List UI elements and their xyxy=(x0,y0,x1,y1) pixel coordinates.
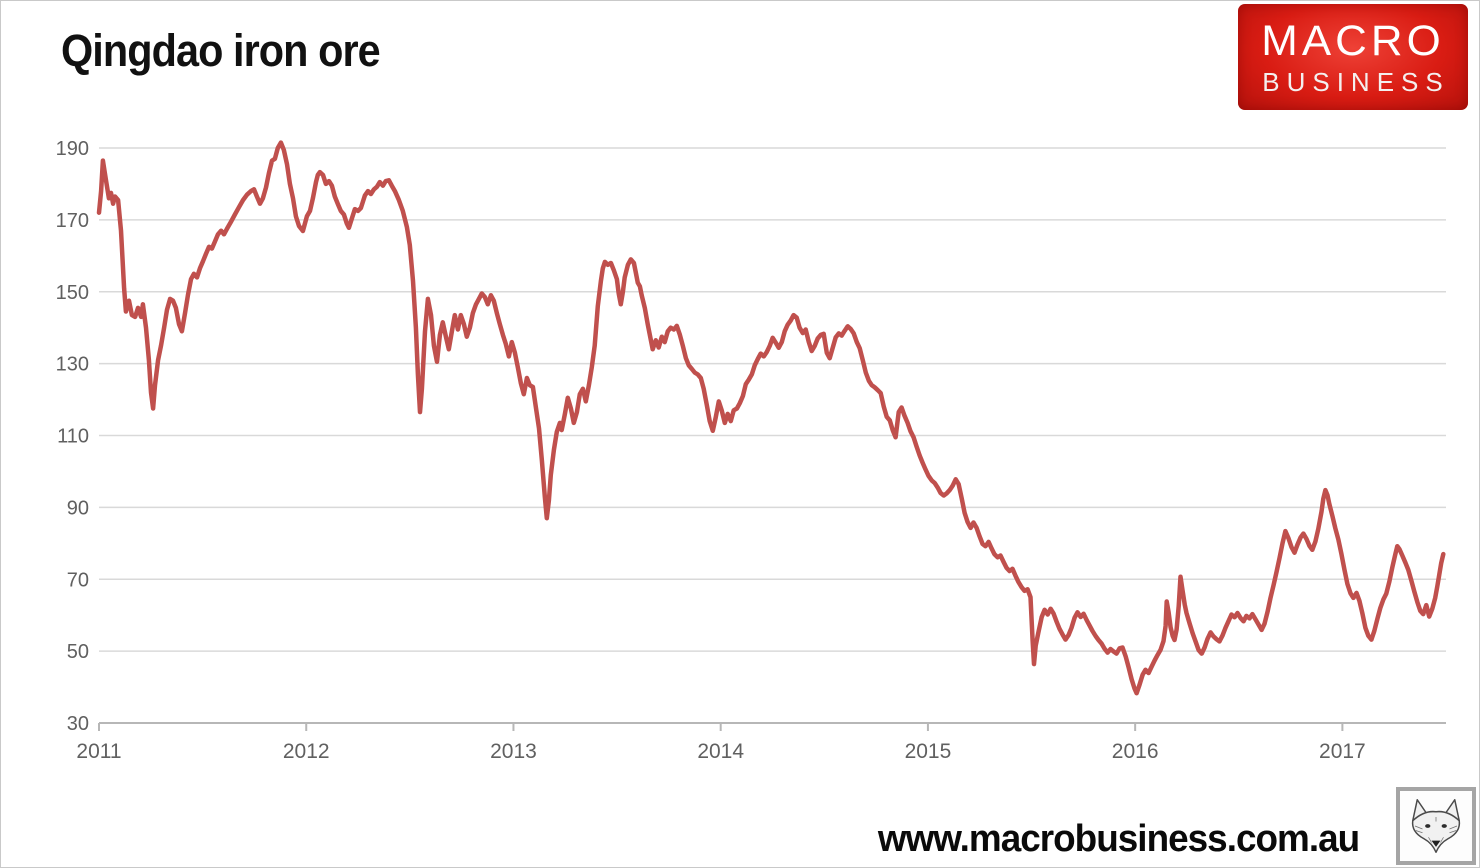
logo-text-business: BUSINESS xyxy=(1262,66,1450,97)
x-axis-tick-label: 2014 xyxy=(697,740,744,763)
y-axis-tick-label: 50 xyxy=(67,641,89,663)
y-axis-tick-label: 170 xyxy=(56,210,89,232)
x-axis-tick-label: 2015 xyxy=(905,740,952,763)
fox-logo-icon xyxy=(1396,787,1476,865)
y-axis-tick-label: 90 xyxy=(67,497,89,519)
x-axis-tick-label: 2013 xyxy=(490,740,537,763)
macrobusiness-logo: MACRO BUSINESS xyxy=(1238,4,1468,110)
y-axis-tick-label: 70 xyxy=(67,569,89,591)
y-axis-tick-label: 190 xyxy=(56,138,89,160)
logo-text-macro: MACRO xyxy=(1261,16,1445,65)
y-axis-tick-label: 30 xyxy=(67,713,89,735)
x-axis-tick-label: 2017 xyxy=(1319,740,1366,763)
x-axis-tick-label: 2011 xyxy=(76,740,121,763)
y-axis-tick-label: 150 xyxy=(56,282,89,304)
price-line-series xyxy=(96,140,1446,696)
watermark-url: www.macrobusiness.com.au xyxy=(877,818,1360,860)
y-axis-tick-label: 110 xyxy=(57,426,89,448)
fox-sketch-icon xyxy=(1411,799,1461,853)
x-axis-tick-label: 2016 xyxy=(1112,740,1159,763)
y-axis-tick-label: 130 xyxy=(56,354,89,376)
page-title: Qingdao iron ore xyxy=(61,25,381,76)
x-axis-tick-label: 2012 xyxy=(283,740,330,763)
